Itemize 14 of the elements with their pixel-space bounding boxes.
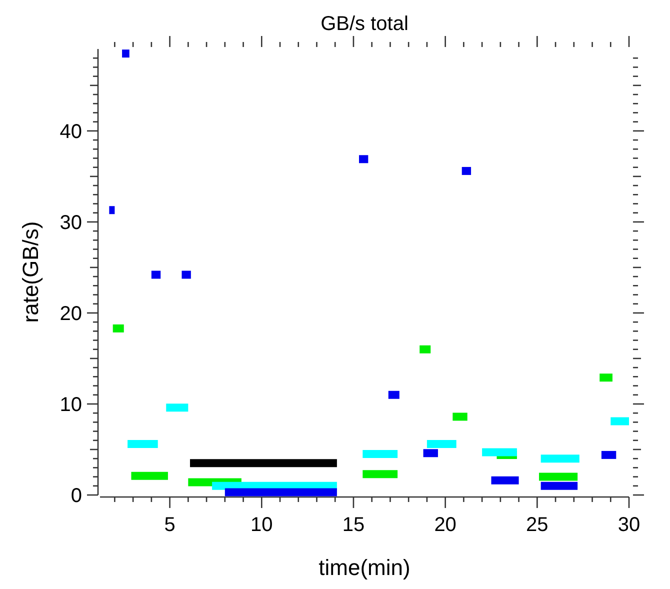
- x-axis-title: time(min): [318, 555, 410, 580]
- y-tick-label: 0: [70, 485, 82, 507]
- y-tick-label: 30: [60, 212, 82, 234]
- x-tick-label: 30: [618, 514, 640, 536]
- x-tick-label: 25: [526, 514, 548, 536]
- chart-title: GB/s total: [320, 13, 408, 35]
- y-tick-label: 40: [60, 120, 82, 143]
- x-tick-label: 15: [342, 514, 365, 536]
- y-tick-label: 10: [60, 394, 82, 416]
- y-tick-label: 20: [60, 302, 82, 325]
- x-tick-label: 10: [250, 514, 273, 536]
- x-tick-label: 5: [164, 514, 176, 536]
- x-tick-label: 20: [434, 514, 456, 536]
- y-axis-title: rate(GB/s): [18, 221, 43, 323]
